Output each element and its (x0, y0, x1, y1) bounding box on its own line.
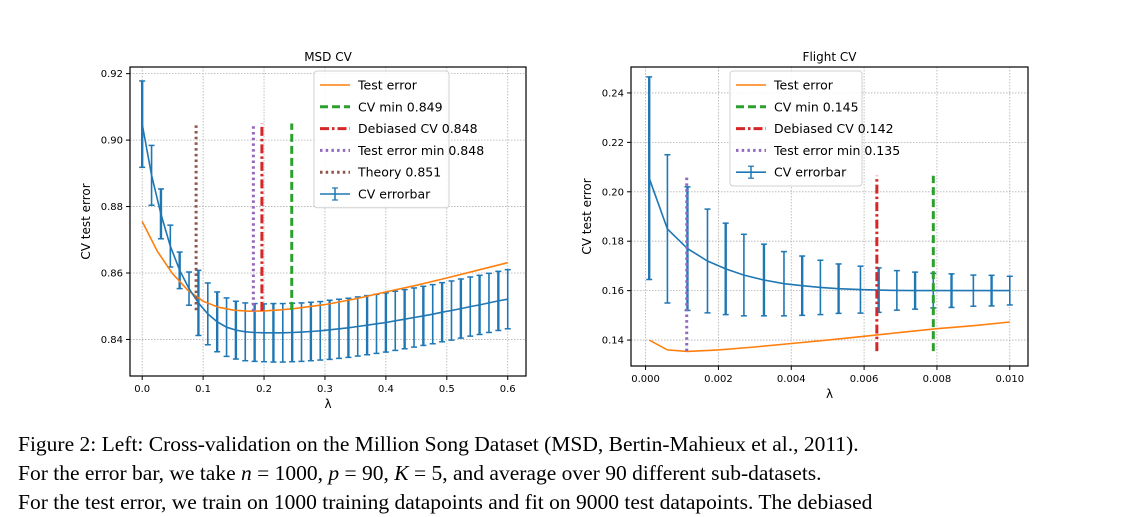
legend-label: Test error min 0.135 (773, 143, 900, 158)
x-tick-label: 0.4 (378, 384, 394, 395)
y-tick-label: 0.22 (602, 138, 624, 149)
chart-flight-cv: 0.000 0.002 0.004 0.006 0.008 0.010 0.14 0.16 0.… (580, 50, 1029, 401)
legend-label: CV errorbar (358, 187, 431, 202)
chart-msd-cv: 0.0 0.1 0.2 0.3 0.4 0.5 0.6 0.84 0.86 0.88 0.90 0.9… (79, 50, 527, 411)
x-axis-label: λ (324, 397, 331, 411)
y-tick-label: 0.86 (101, 269, 123, 280)
x-tick-label: 0.3 (317, 384, 333, 395)
caption-line-1: Figure 2: Left: Cross-validation on the … (18, 432, 859, 456)
legend: Test error CV min 0.145 Debiased CV 0.142 T… (729, 70, 900, 187)
y-tick-label: 0.84 (101, 335, 123, 346)
caption-text: For the error bar, we take (18, 461, 241, 485)
caption-text: = 90, (339, 461, 395, 485)
y-tick-label: 0.88 (101, 202, 123, 213)
caption-line-2: For the error bar, we take n = 1000, p =… (18, 459, 1128, 488)
y-tick-label: 0.24 (602, 88, 624, 99)
y-tick-label: 0.90 (101, 136, 123, 147)
legend-label: Theory 0.851 (357, 165, 441, 180)
caption-line-3: For the test error, we train on 1000 tra… (18, 490, 873, 514)
x-tick-label: 0.006 (850, 374, 879, 385)
chart-title: Flight CV (803, 50, 858, 64)
x-tick-label: 0.004 (777, 374, 806, 385)
y-tick-label: 0.16 (602, 286, 624, 297)
legend-label: CV min 0.849 (358, 99, 443, 114)
axes-frame (630, 66, 1029, 367)
x-tick-label: 0.000 (631, 374, 660, 385)
legend: Test error CV min 0.849 Debiased CV 0.848 T… (313, 70, 484, 209)
y-tick-label: 0.14 (602, 336, 624, 347)
legend-label: CV errorbar (774, 165, 847, 180)
caption-text: = 5, and average over 90 different sub-d… (408, 461, 822, 485)
y-tick-label: 0.92 (101, 69, 123, 80)
math-n: n (241, 461, 252, 485)
math-p: p (328, 461, 340, 485)
cv-errorbar-line (648, 177, 1010, 292)
x-tick-label: 0.2 (256, 384, 272, 395)
y-axis-label: CV test error (79, 183, 93, 259)
test-error-line (141, 221, 508, 313)
legend-label: Debiased CV 0.142 (774, 121, 894, 136)
y-tick-label: 0.20 (602, 187, 624, 198)
x-tick-label: 0.010 (995, 374, 1024, 385)
legend-label: Test error (357, 78, 418, 93)
y-axis-label: CV test error (580, 178, 594, 254)
legend-label: CV min 0.145 (774, 99, 859, 114)
legend-box (729, 70, 863, 187)
legend-label: Test error min 0.848 (357, 143, 484, 158)
legend-label: Test error (773, 78, 834, 93)
x-tick-label: 0.6 (500, 384, 516, 395)
test-error-line (648, 321, 1010, 353)
x-axis-label: λ (826, 387, 833, 401)
x-tick-label: 0.008 (923, 374, 952, 385)
x-tick-label: 0.002 (704, 374, 733, 385)
math-k: K (394, 461, 409, 485)
x-tick-label: 0.5 (439, 384, 455, 395)
x-tick-label: 0.1 (195, 384, 211, 395)
caption-text: = 1000, (251, 461, 329, 485)
x-tick-label: 0.0 (134, 384, 150, 395)
figure: 0.0 0.1 0.2 0.3 0.4 0.5 0.6 0.84 0.86 0.88 0.90 0.9… (79, 50, 1029, 411)
cv-errorbar-line (141, 123, 508, 334)
chart-title: MSD CV (304, 50, 352, 64)
figure-caption: Figure 2: Left: Cross-validation on the … (18, 430, 1128, 517)
axes-frame (129, 66, 527, 377)
legend-label: Debiased CV 0.848 (358, 121, 478, 136)
legend-box (313, 70, 450, 209)
y-tick-label: 0.18 (602, 237, 624, 248)
